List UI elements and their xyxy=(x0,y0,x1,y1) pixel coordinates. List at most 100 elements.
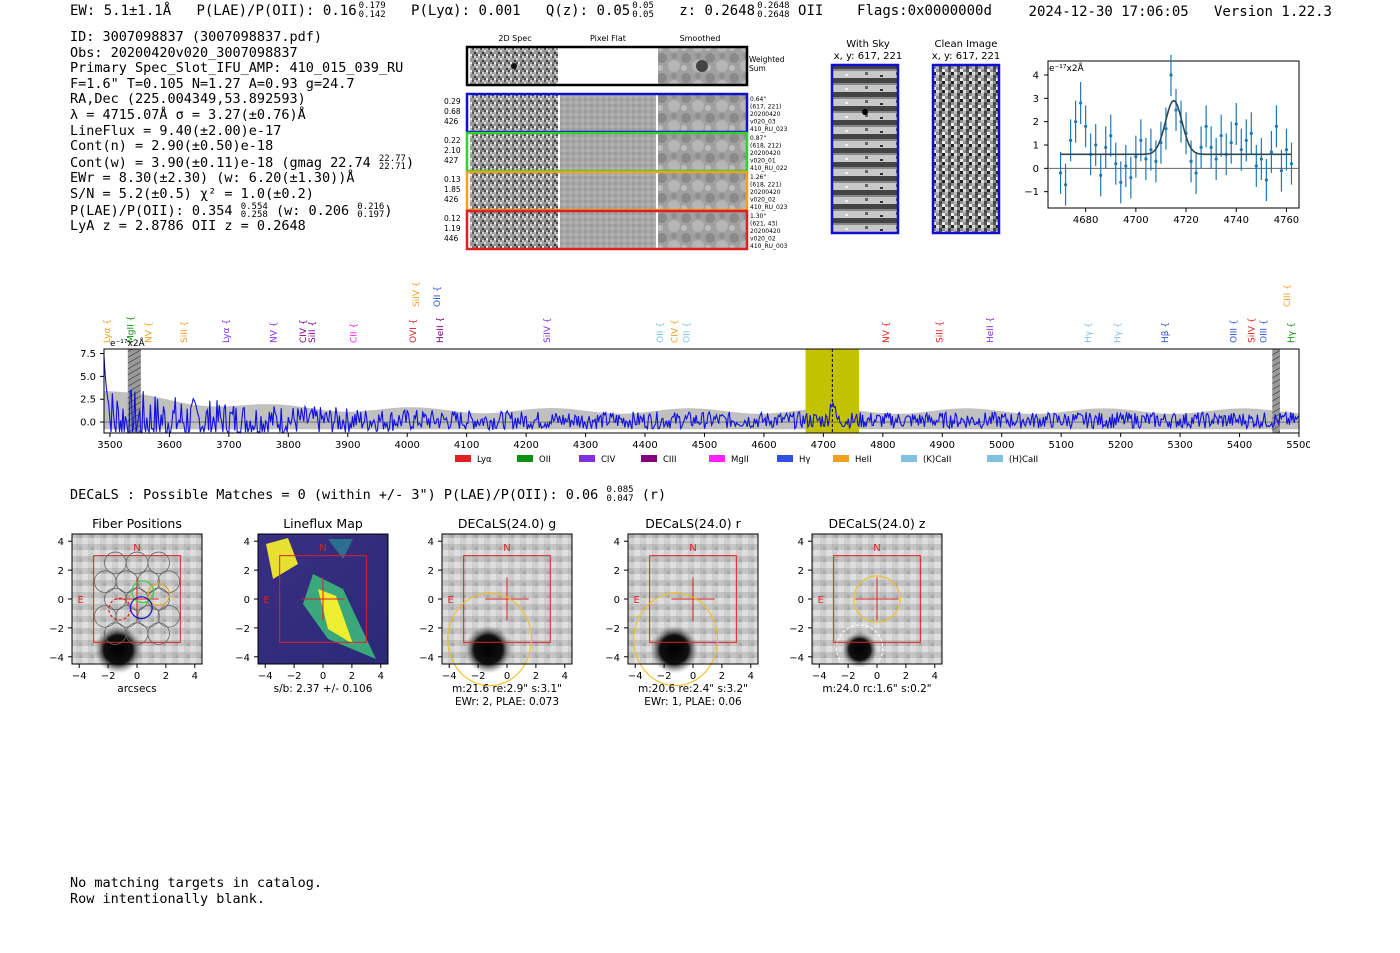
zoom-xtick-label: 4720 xyxy=(1173,215,1198,226)
with-sky-title: With Sky xyxy=(846,39,890,50)
header-qz-hi: 0.05 xyxy=(632,1,654,11)
fiber-row-desc: v020_01 xyxy=(750,158,776,165)
spectrum-xtick-label: 3500 xyxy=(97,440,122,451)
spectral-line-label: OIII { xyxy=(1230,319,1240,343)
fiber-row-desc: 410_RU_023 xyxy=(750,126,788,133)
north-label: N xyxy=(503,543,510,554)
spectral-line-label: Hβ { xyxy=(1161,322,1171,343)
legend-label: Lyα xyxy=(477,455,492,465)
zoom-point xyxy=(1149,148,1153,152)
weighted-source-dot xyxy=(511,63,517,69)
info-params: F=1.6" T=0.105 N=1.27 A=0.93 g=24.7 xyxy=(70,75,355,92)
legend-swatch xyxy=(455,455,471,462)
legend-label: OII xyxy=(539,455,551,465)
info-primary: Primary Spec_Slot_IFU_AMP: 410_015_039_R… xyxy=(70,60,404,77)
weighted-label-1: Weighted xyxy=(749,55,785,64)
thumbnail-panel: Lineflux Map N E 4 2 0 −2 −4 −4 −2 0 2 4 s/b: 2.37 +/… xyxy=(235,516,389,695)
spectrum-xtick-label: 5400 xyxy=(1227,440,1252,451)
aperture-box xyxy=(93,555,181,643)
spectral-line-label: CIV { xyxy=(671,319,681,343)
zoom-point xyxy=(1194,171,1198,175)
spectral-line-label: OIII { xyxy=(1259,319,1269,343)
thumb-xtick-label: −4 xyxy=(442,671,457,682)
legend-entry: (H)CaII xyxy=(987,455,1038,465)
header-plae-hi: 0.179 xyxy=(358,1,386,11)
zoom-point xyxy=(1134,155,1138,159)
header-z-lo: 0.2648 xyxy=(757,10,790,20)
spectral-line-label: Hγ { xyxy=(1287,322,1297,343)
fiber-row-desc: 20200420 xyxy=(750,228,781,235)
legend-label: HeII xyxy=(855,455,872,465)
zoom-point xyxy=(1244,138,1248,142)
fiber-row-desc: v020_02 xyxy=(750,236,776,243)
zoom-point xyxy=(1189,159,1193,163)
fiber-row-stat: 0.22 xyxy=(444,136,461,145)
spectrum-xtick-label: 4100 xyxy=(454,440,479,451)
spectral-line-label: CIII { xyxy=(1283,284,1293,307)
fiber-row-desc: (618, 212) xyxy=(750,143,781,150)
info-ewr: EWr = 8.30(±2.30) (w: 6.20(±1.30))Å xyxy=(70,170,355,187)
legend-entry: Hγ xyxy=(777,455,810,465)
spectral-line-label: HeII { xyxy=(986,317,996,343)
zoom-point xyxy=(1154,159,1158,163)
fiber-row-desc: 410_RU_023 xyxy=(750,204,788,211)
zoom-xtick-label: 4760 xyxy=(1274,215,1299,226)
thumbnail-panel: Fiber Positions N E 4 2 0 −2 −4 −4 −2 0 2 4 arcsecs xyxy=(49,516,203,695)
zoom-point xyxy=(1114,162,1118,166)
header-plae-value: 0.16 xyxy=(322,3,357,19)
fiber-row-stat: 426 xyxy=(444,117,459,126)
east-label: E xyxy=(818,595,824,606)
thumb-xtick-label: 0 xyxy=(504,671,510,682)
info-lyaz: LyA z = 2.8786 OII z = 0.2648 xyxy=(70,218,306,235)
thumb-ytick-label: −4 xyxy=(419,653,434,664)
noise-envelope xyxy=(104,390,1299,430)
zoom-point xyxy=(1074,120,1078,124)
spectral-line-label: OII { xyxy=(433,286,443,307)
thumb-ytick-label: 2 xyxy=(614,566,620,577)
lineflux-peak xyxy=(318,589,353,644)
thumb-ytick-label: 4 xyxy=(244,537,250,548)
footer-notes: No matching targets in catalog. Row inte… xyxy=(70,875,322,907)
aperture-box xyxy=(833,555,921,643)
thumb-ytick-label: −4 xyxy=(789,653,804,664)
thumb-xtick-label: −4 xyxy=(72,671,87,682)
decals-title: DECaLS : Possible Matches = 0 (within +/… xyxy=(70,486,666,504)
fiber-row-frame xyxy=(465,209,749,251)
fiber-row-desc: 20200420 xyxy=(750,189,781,196)
aperture-box xyxy=(463,555,551,643)
zoom-ylabel: e⁻¹⁷x2Å xyxy=(1049,62,1085,74)
zoom-ytick-label: 4 xyxy=(1033,71,1039,82)
clean-image-title: Clean Image xyxy=(935,39,998,50)
zoom-point xyxy=(1289,162,1294,166)
spectral-line-label: OII { xyxy=(656,322,666,343)
aperture-ellipse xyxy=(447,592,533,687)
thumb-ytick-label: 4 xyxy=(58,537,64,548)
lineflux-blob-upper xyxy=(328,539,353,559)
spectrum-xtick-label: 4900 xyxy=(930,440,955,451)
spectrum-ytick-label: 0.0 xyxy=(80,418,96,429)
spectral-line-labels: Lyα {MgII {NV {SiII {Lyα {NV {CIV {SiII … xyxy=(103,281,1297,343)
header-plya: P(Lyα): 0.001 xyxy=(411,3,521,19)
zoom-point xyxy=(1079,101,1083,105)
header-z-label: z: xyxy=(679,3,697,19)
spectrum-frame xyxy=(103,348,1300,434)
fiber-row-stat: 1.85 xyxy=(444,185,461,194)
zoom-point xyxy=(1144,157,1148,161)
thumbnail-caption-2: EWr: 1, PLAE: 0.06 xyxy=(644,696,742,708)
decals-thumbnails: Fiber Positions N E 4 2 0 −2 −4 −4 −2 0 2 4 arcsecs Li… xyxy=(49,516,943,708)
zoom-point xyxy=(1169,73,1173,77)
zoom-point xyxy=(1129,176,1133,180)
thumbnail-title: DECaLS(24.0) z xyxy=(829,516,926,531)
zoom-point xyxy=(1229,141,1233,145)
thumb-xtick-label: 0 xyxy=(134,671,140,682)
thumb-ytick-label: 2 xyxy=(428,566,434,577)
zoom-point xyxy=(1239,148,1243,152)
col-header-smoothed: Smoothed xyxy=(680,34,721,43)
info-sn: S/N = 5.2(±0.5) χ² = 1.0(±0.2) xyxy=(70,185,314,202)
zoom-point xyxy=(1284,148,1289,152)
legend-entry: Lyα xyxy=(455,455,492,465)
legend-label: CIII xyxy=(663,455,676,465)
